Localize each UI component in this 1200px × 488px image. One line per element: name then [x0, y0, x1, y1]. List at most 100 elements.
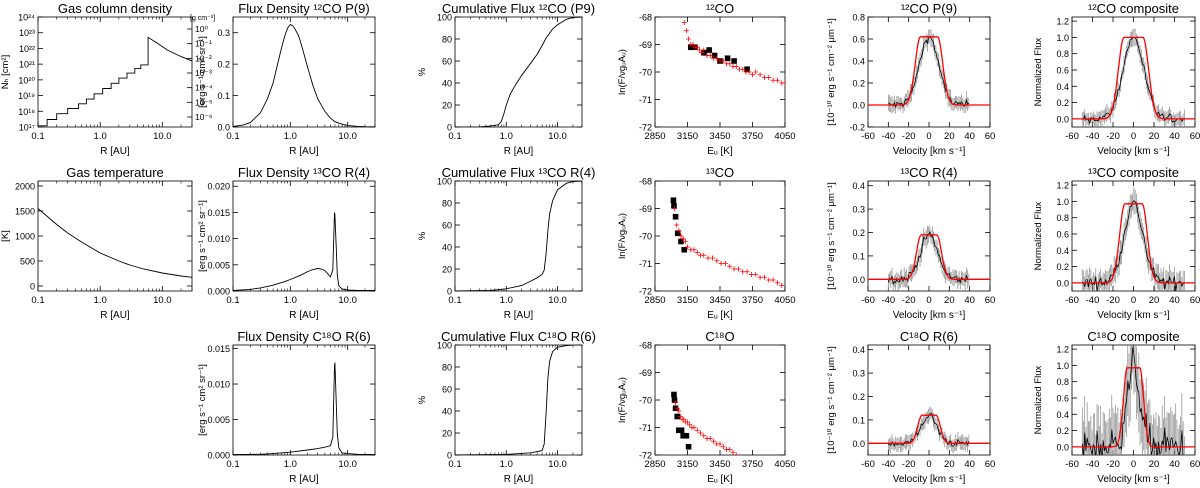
- plot-area: [868, 225, 990, 291]
- x-tick-label: 10.0: [338, 459, 357, 470]
- y-axis-label: [10⁻¹⁰ erg s⁻¹ cm⁻² μm⁻¹]: [826, 18, 837, 125]
- model-point: [696, 47, 702, 53]
- x-tick-label: 3750: [742, 295, 763, 306]
- x-tick-label: 0: [926, 459, 931, 470]
- y-tick-label: 0: [447, 451, 452, 461]
- model-point: [676, 408, 682, 414]
- x-tick-label: 40: [1169, 295, 1180, 306]
- panel-title: ¹³CO R(4): [900, 165, 957, 180]
- observed-point: [672, 213, 679, 220]
- x-tick-label: 10.0: [548, 459, 567, 470]
- observed-point: [674, 413, 681, 420]
- model-point: [694, 427, 700, 433]
- model-point: [735, 266, 741, 272]
- y-tick-label: 0.4: [852, 181, 865, 191]
- model-point: [761, 75, 767, 80]
- y-tick-label: -72: [639, 123, 652, 133]
- y-tick-label: 10²⁰: [18, 75, 35, 85]
- x-tick-label: 0.1: [448, 295, 461, 306]
- panel-title: ¹²CO P(9): [901, 1, 957, 16]
- x-tick-label: -40: [881, 131, 895, 142]
- y-tick-label: 1.0: [1056, 197, 1069, 207]
- y-tick-label: 80: [442, 363, 452, 373]
- x-axis-label: Velocity [km s⁻¹]: [1097, 146, 1170, 157]
- y-tick-label: -70: [639, 232, 652, 242]
- model-point: [731, 266, 737, 272]
- x-tick-label: -20: [902, 131, 916, 142]
- x-tick-label: 3150: [677, 295, 698, 306]
- x-axis-label: Velocity [km s⁻¹]: [893, 310, 966, 321]
- model-point: [705, 255, 711, 261]
- model-point: [718, 261, 724, 266]
- model-point: [687, 422, 693, 428]
- observed-point: [674, 230, 681, 237]
- y-tick-label: 0.0: [1056, 278, 1069, 288]
- x-tick-label: 0.1: [226, 131, 239, 142]
- y-tick-label: 80: [442, 199, 452, 209]
- observed-point: [678, 238, 684, 245]
- x-tick-label: 2850: [644, 459, 665, 470]
- observed-point: [671, 202, 677, 209]
- y-tick-label: 0.6: [1056, 65, 1069, 75]
- y-tick-label: 0.4: [1056, 82, 1069, 92]
- x-tick-label: 1.0: [94, 295, 107, 306]
- model-point: [701, 47, 707, 53]
- plot-area: [455, 181, 582, 291]
- y-tick-label: 1.2: [1056, 181, 1069, 191]
- x-tick-label: 60: [985, 459, 996, 470]
- model-point: [770, 77, 776, 83]
- model-point: [690, 42, 696, 47]
- model-point: [748, 272, 754, 277]
- x-axis-label: R [AU]: [504, 474, 534, 485]
- model-point: [672, 206, 677, 211]
- x-tick-label: 3450: [709, 295, 730, 306]
- y-tick-label: 0: [447, 123, 452, 133]
- x-axis-label: R [AU]: [289, 474, 319, 485]
- y-tick-label: 0.005: [207, 415, 230, 425]
- observed-point: [681, 246, 688, 253]
- y-tick-label: 0.000: [207, 451, 230, 461]
- x-tick-label: -20: [902, 295, 916, 306]
- x-tick-label: 1.0: [284, 131, 297, 142]
- model-point: [717, 441, 723, 447]
- plot-area: [868, 406, 990, 454]
- y-tick-label: 10²⁴: [18, 13, 35, 23]
- x-tick-label: 3150: [677, 459, 698, 470]
- model-point: [746, 69, 752, 75]
- model-point: [757, 72, 763, 78]
- plot-area: [233, 212, 375, 291]
- plot-area: [1072, 345, 1195, 455]
- axes-frame: [654, 16, 786, 128]
- y-tick-label: -71: [639, 95, 652, 105]
- y2-tick-label: 10⁻²: [195, 53, 212, 63]
- y-axis-label: Normalized Flux: [1033, 201, 1044, 270]
- x-tick-label: 60: [1190, 459, 1200, 470]
- axes-frame: [232, 344, 376, 456]
- y-tick-label: 0.6: [852, 35, 865, 45]
- x-tick-label: -40: [1086, 295, 1100, 306]
- y-tick-label: 0.3: [217, 28, 230, 38]
- panel-cum13: Cumulative Flux ¹³CO R(4) R [AU]% 0.1 1.0 10…: [417, 165, 595, 321]
- x-tick-label: 3150: [677, 131, 698, 142]
- x-tick-label: 0: [926, 131, 931, 142]
- y-axis-label: Nₕ [cm²]: [0, 55, 11, 89]
- y-tick-label: 0.4: [852, 345, 865, 355]
- series-line-T: [38, 208, 192, 278]
- panel-title: ¹²CO: [706, 1, 734, 16]
- axes-frame: [454, 344, 583, 456]
- y-tick-label: 0.0: [217, 123, 230, 133]
- x-axis-label: R [AU]: [100, 146, 130, 157]
- model-point: [691, 247, 697, 253]
- model-point: [730, 449, 736, 455]
- plot-area: [233, 23, 375, 127]
- observed-point: [678, 427, 685, 434]
- observed-point: [671, 397, 678, 403]
- axes-frame: [37, 16, 193, 128]
- panel-nh: Gas column density R [AU] Nₕ [cm²] 0.1 1.0 10…: [0, 1, 215, 157]
- model-point: [698, 430, 703, 436]
- y2-tick-label: 10⁰: [195, 24, 208, 34]
- panel-cum12: Cumulative Flux ¹²CO (P9) R [AU]% 0.1 1.0 10…: [417, 1, 595, 157]
- y-axis-label: [erg s⁻¹ cm² sr⁻¹]: [197, 36, 208, 108]
- model-point: [701, 433, 707, 439]
- model-spectrum: [868, 414, 990, 444]
